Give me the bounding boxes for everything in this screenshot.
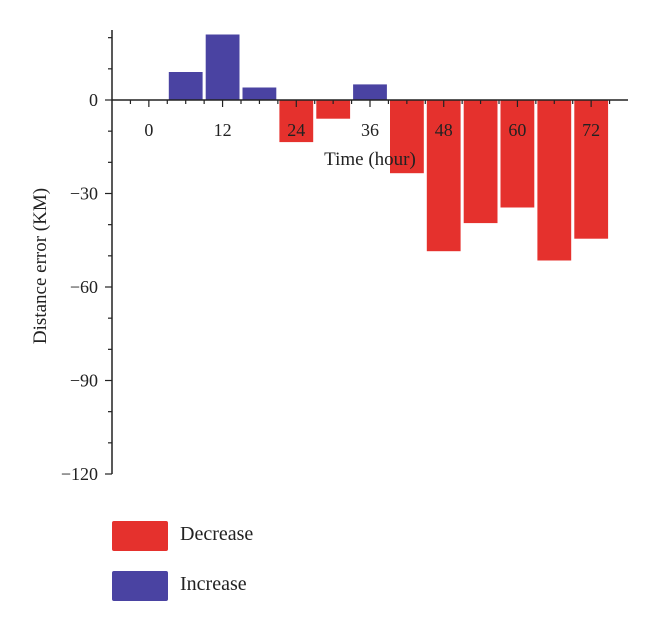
legend-label-increase: Increase (180, 573, 247, 595)
bar-decrease-48h (426, 100, 461, 252)
x-tick-label-60: 60 (508, 120, 526, 140)
bar-decrease-72h (574, 100, 609, 239)
bar-decrease-30h (316, 100, 351, 119)
x-tick-label-24: 24 (287, 120, 305, 140)
bar-increase-6h (168, 72, 203, 100)
bar-increase-36h (353, 84, 387, 100)
legend-label-decrease: Decrease (180, 523, 254, 545)
bar-decrease-54h (463, 100, 498, 224)
x-tick-label-36: 36 (361, 120, 379, 140)
bar-decrease-24h (279, 100, 314, 143)
x-tick-label-12: 12 (214, 120, 232, 140)
bar-increase-18h (242, 87, 277, 100)
bar-decrease-66h (537, 100, 572, 261)
x-tick-label-48: 48 (435, 120, 453, 140)
y-tick-label--120: −120 (61, 464, 98, 484)
bar-decrease-60h (500, 100, 535, 208)
y-tick-label--60: −60 (70, 277, 98, 297)
y-axis-title: Distance error (KM) (30, 188, 51, 344)
x-tick-label-72: 72 (582, 120, 600, 140)
y-tick-label--30: −30 (70, 184, 98, 204)
bar-decrease-42h (390, 100, 424, 174)
legend-swatch-increase (112, 571, 168, 601)
legend-swatch-decrease (112, 521, 168, 551)
y-tick-label--90: −90 (70, 371, 98, 391)
bar-increase-12h (205, 34, 240, 100)
x-axis-title: Time (hour) (324, 149, 416, 170)
y-tick-label-0: 0 (89, 90, 98, 110)
x-tick-label-0: 0 (144, 120, 153, 140)
